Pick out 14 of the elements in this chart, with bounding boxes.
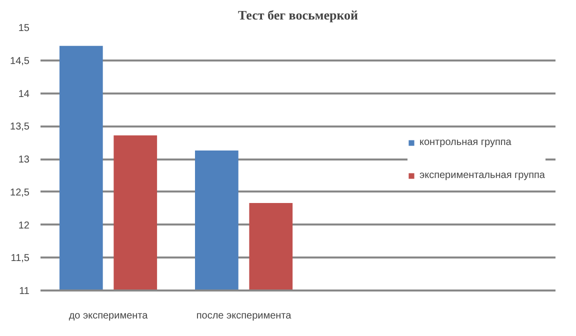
y-tick-label: 12 <box>18 220 30 232</box>
y-tick-label: 13,5 <box>10 122 30 133</box>
legend-label: экспериментальная группа <box>419 170 545 180</box>
y-tick-label: 14 <box>18 88 30 100</box>
x-tick-label: после эксперимента <box>196 310 292 322</box>
y-tick-label: 11,5 <box>10 253 30 264</box>
legend-label: контрольная группа <box>419 136 512 148</box>
y-tick-label: 15 <box>18 23 30 34</box>
y-tick-label: 11 <box>19 286 30 297</box>
y-tick-label: 13 <box>18 154 30 166</box>
y-tick-label: 14,5 <box>10 56 30 67</box>
chart-title: Тест бег восьмеркой <box>238 8 359 22</box>
x-tick-label: до эксперимента <box>68 310 148 322</box>
y-tick-label: 12,5 <box>10 187 30 198</box>
